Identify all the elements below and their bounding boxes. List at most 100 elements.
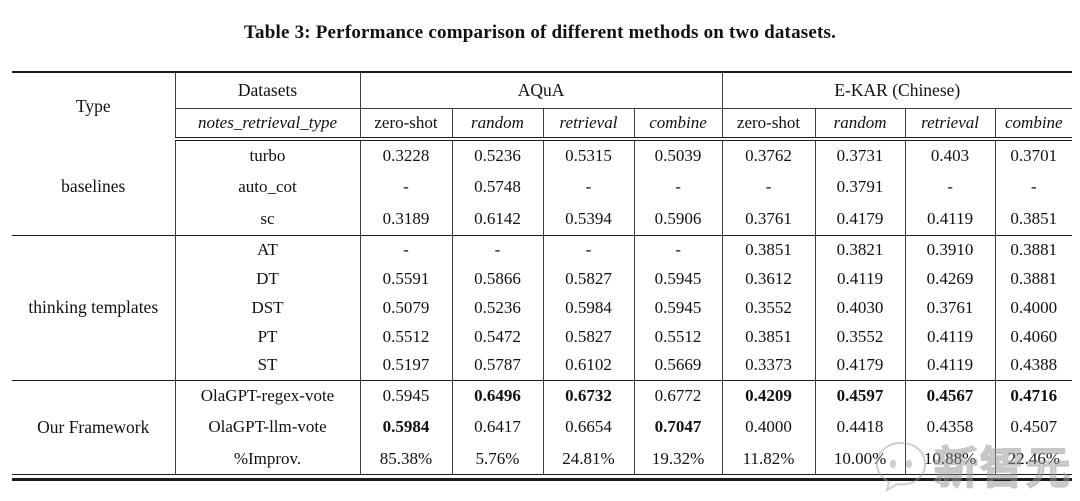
cell-value: 0.3761 <box>904 293 996 322</box>
cell-value: 0.3552 <box>814 322 906 351</box>
cell-value: 0.5394 <box>542 203 634 235</box>
cell-value: 24.81% <box>542 443 634 475</box>
header-sub-ekar-retrieval: retrieval <box>904 108 996 141</box>
cell-value: - <box>633 171 723 203</box>
cell-value: 0.4358 <box>904 411 996 443</box>
table-row: %Improv. 85.38% 5.76% 24.81% 19.32% 11.82% 10.… <box>12 443 1073 475</box>
cell-value: 0.3552 <box>721 293 816 322</box>
cell-value: 0.403 <box>904 139 996 171</box>
table-row: ST 0.5197 0.5787 0.6102 0.5669 0.3373 0.4179 0.… <box>12 351 1073 380</box>
cell-value: 0.6772 <box>633 379 723 412</box>
performance-table: Type Datasets AQuA E-KAR (Chinese) notes_ret… <box>12 71 1073 475</box>
cell-value: 85.38% <box>359 443 452 475</box>
header-sub-aqua-retrieval: retrieval <box>542 108 634 141</box>
cell-value: 0.4030 <box>814 293 906 322</box>
header-group-aqua: AQuA <box>359 72 723 109</box>
performance-table-wrap: Type Datasets AQuA E-KAR (Chinese) notes_ret… <box>12 71 1073 481</box>
cell-value: 0.4507 <box>994 411 1073 443</box>
cell-value: 0.4179 <box>814 351 906 380</box>
cell-value: 0.3851 <box>721 234 816 264</box>
cell-value: 0.6142 <box>451 203 543 235</box>
cell-value: 0.5866 <box>451 264 543 293</box>
cell-value: - <box>542 234 634 264</box>
section-our-framework: Our Framework OlaGPT-regex-vote 0.5945 0.64… <box>12 379 1073 475</box>
cell-value: 0.3228 <box>359 139 452 171</box>
cell-value: 0.4716 <box>994 379 1073 412</box>
cell-value: 0.3701 <box>994 139 1073 171</box>
cell-value: 0.5591 <box>359 264 452 293</box>
header-sub-aqua-random: random <box>451 108 543 141</box>
row-group-type: baselines <box>61 176 126 197</box>
cell-value: 0.6417 <box>451 411 543 443</box>
cell-value: 0.5236 <box>451 293 543 322</box>
cell-value: 0.5039 <box>633 139 723 171</box>
cell-value: 0.5512 <box>359 322 452 351</box>
cell-value: 0.4119 <box>814 264 906 293</box>
cell-value: 0.4060 <box>994 322 1073 351</box>
cell-value: 0.6732 <box>542 379 634 412</box>
cell-value: 0.5787 <box>451 351 543 380</box>
cell-method: turbo <box>174 139 360 171</box>
cell-value: 0.5512 <box>633 322 723 351</box>
cell-value: 0.3373 <box>721 351 816 380</box>
cell-method: %Improv. <box>174 443 360 475</box>
cell-method: ST <box>174 351 360 380</box>
cell-value: - <box>451 234 543 264</box>
header-notes-retrieval-type: notes_retrieval_type <box>174 108 360 141</box>
cell-value: 5.76% <box>451 443 543 475</box>
cell-value: - <box>633 234 723 264</box>
cell-value: 0.3821 <box>814 234 906 264</box>
cell-value: 0.5984 <box>359 411 452 443</box>
cell-value: 10.00% <box>814 443 906 475</box>
cell-method: sc <box>174 203 360 235</box>
cell-value: 0.3762 <box>721 139 816 171</box>
cell-value: 0.4597 <box>814 379 906 412</box>
header-sub-ekar-random: random <box>814 108 906 141</box>
cell-value: 0.5079 <box>359 293 452 322</box>
cell-value: 0.4119 <box>904 322 996 351</box>
cell-value: 0.7047 <box>633 411 723 443</box>
cell-value: - <box>721 171 816 203</box>
table-row: DT 0.5591 0.5866 0.5827 0.5945 0.3612 0.4119 0.… <box>12 264 1073 293</box>
header-datasets: Datasets <box>174 72 360 109</box>
cell-value: 0.5669 <box>633 351 723 380</box>
cell-value: 0.4000 <box>994 293 1073 322</box>
cell-value: 22.46% <box>994 443 1073 475</box>
cell-value: 0.5472 <box>451 322 543 351</box>
cell-value: 0.5315 <box>542 139 634 171</box>
cell-value: 0.4269 <box>904 264 996 293</box>
cell-method: PT <box>174 322 360 351</box>
cell-value: 0.4209 <box>721 379 816 412</box>
table-row: PT 0.5512 0.5472 0.5827 0.5512 0.3851 0.3552 0.… <box>12 322 1073 351</box>
header-sub-ekar-combine: combine <box>994 108 1073 141</box>
cell-method: DT <box>174 264 360 293</box>
table-row: DST 0.5079 0.5236 0.5984 0.5945 0.3552 0.4030 0… <box>12 293 1073 322</box>
cell-value: 0.3189 <box>359 203 452 235</box>
cell-value: 0.5827 <box>542 322 634 351</box>
cell-method: OlaGPT-llm-vote <box>174 411 360 443</box>
table-caption: Table 3: Performance comparison of diffe… <box>243 22 837 43</box>
cell-value: 0.6654 <box>542 411 634 443</box>
cell-value: 0.5945 <box>633 264 723 293</box>
cell-value: 0.4119 <box>904 351 996 380</box>
cell-value: 0.5236 <box>451 139 543 171</box>
cell-method: auto_cot <box>174 171 360 203</box>
cell-value: - <box>904 171 996 203</box>
table-header: Type Datasets AQuA E-KAR (Chinese) notes_ret… <box>12 72 1073 141</box>
cell-value: - <box>994 171 1073 203</box>
cell-value: 0.4000 <box>721 411 816 443</box>
cell-value: 0.3910 <box>904 234 996 264</box>
table-row: sc 0.3189 0.6142 0.5394 0.5906 0.3761 0.4179 0.… <box>12 203 1073 235</box>
cell-value: 0.3851 <box>994 203 1073 235</box>
cell-value: 19.32% <box>633 443 723 475</box>
cell-method: AT <box>174 234 360 264</box>
row-group-type: thinking templates <box>12 234 175 380</box>
cell-value: 0.4179 <box>814 203 906 235</box>
cell-value: 0.4388 <box>994 351 1073 380</box>
cell-value: 0.3851 <box>721 322 816 351</box>
cell-value: 10.88% <box>904 443 996 475</box>
cell-value: 0.3881 <box>994 264 1073 293</box>
cell-value: 0.3612 <box>721 264 816 293</box>
cell-value: 11.82% <box>721 443 816 475</box>
